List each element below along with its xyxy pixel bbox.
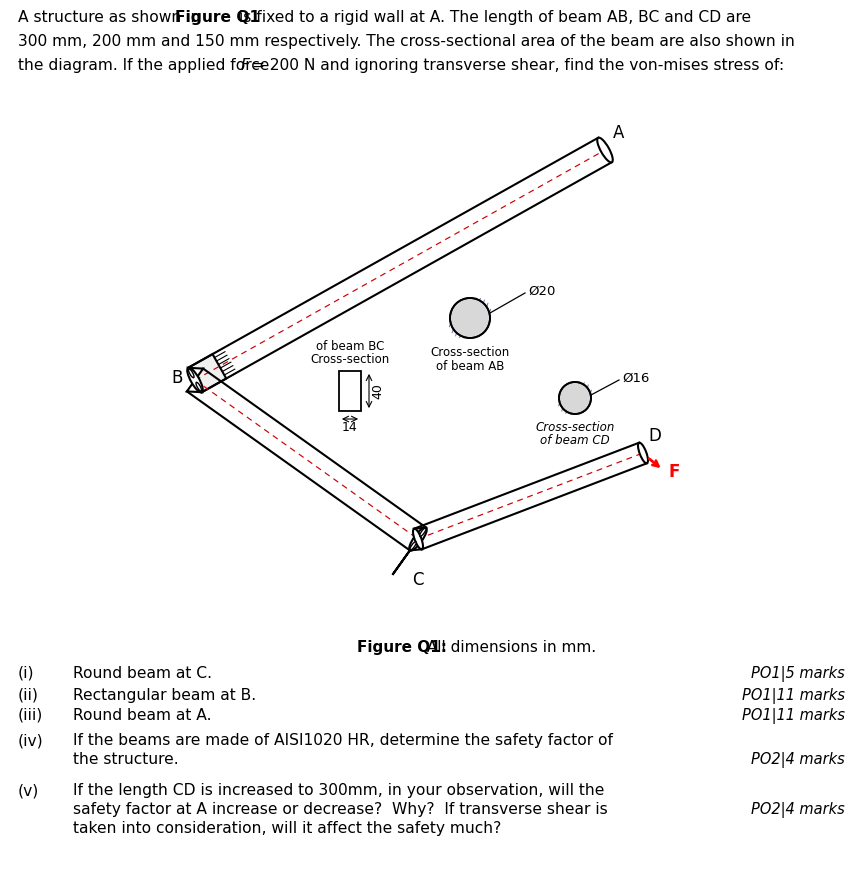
Text: Cross-section: Cross-section: [430, 346, 510, 359]
Ellipse shape: [187, 368, 203, 392]
Ellipse shape: [413, 528, 423, 550]
Text: the diagram. If the applied force: the diagram. If the applied force: [18, 58, 274, 73]
Text: of beam BC: of beam BC: [316, 340, 384, 353]
Text: (iii): (iii): [18, 708, 43, 723]
Ellipse shape: [420, 528, 426, 536]
Text: (i): (i): [18, 666, 35, 681]
Ellipse shape: [450, 298, 490, 338]
Text: Figure Q1: Figure Q1: [175, 10, 260, 25]
Text: C: C: [412, 571, 423, 589]
Polygon shape: [187, 368, 203, 392]
Text: If the length CD is increased to 300mm, in your observation, will the: If the length CD is increased to 300mm, …: [73, 783, 605, 798]
Text: PO1|11 marks: PO1|11 marks: [742, 688, 845, 704]
Text: If the beams are made of AISI1020 HR, determine the safety factor of: If the beams are made of AISI1020 HR, de…: [73, 733, 613, 748]
Ellipse shape: [597, 138, 613, 163]
Text: of beam CD: of beam CD: [540, 434, 610, 447]
Text: (v): (v): [18, 783, 39, 798]
Text: Cross-section: Cross-section: [536, 421, 614, 434]
Ellipse shape: [188, 369, 194, 377]
Polygon shape: [188, 354, 226, 392]
Text: Rectangular beam at B.: Rectangular beam at B.: [73, 688, 256, 703]
Text: safety factor at A increase or decrease?  Why?  If transverse shear is: safety factor at A increase or decrease?…: [73, 802, 607, 817]
Text: D: D: [648, 427, 661, 445]
Text: Round beam at C.: Round beam at C.: [73, 666, 212, 681]
Bar: [339, 371, 361, 411]
Text: the structure.: the structure.: [73, 752, 179, 767]
Text: 300 mm, 200 mm and 150 mm respectively. The cross-sectional area of the beam are: 300 mm, 200 mm and 150 mm respectively. …: [18, 34, 795, 49]
Text: = 200 N and ignoring transverse shear, find the von‑mises stress of:: = 200 N and ignoring transverse shear, f…: [247, 58, 785, 73]
Ellipse shape: [559, 382, 591, 414]
Text: of beam AB: of beam AB: [435, 360, 505, 373]
Text: Ø20: Ø20: [528, 284, 556, 297]
Polygon shape: [392, 527, 426, 575]
Ellipse shape: [410, 527, 427, 551]
Text: PO1|5 marks: PO1|5 marks: [752, 666, 845, 682]
Text: PO1|11 marks: PO1|11 marks: [742, 708, 845, 724]
Text: Cross-section: Cross-section: [310, 353, 390, 366]
Text: F: F: [668, 463, 679, 481]
Text: taken into consideration, will it affect the safety much?: taken into consideration, will it affect…: [73, 821, 501, 836]
Ellipse shape: [410, 542, 416, 550]
Text: Ø16: Ø16: [622, 371, 650, 385]
Text: (ii): (ii): [18, 688, 39, 703]
Text: F: F: [241, 58, 250, 73]
Text: Round beam at A.: Round beam at A.: [73, 708, 212, 723]
Text: PO2|4 marks: PO2|4 marks: [752, 752, 845, 768]
Text: A structure as shown in: A structure as shown in: [18, 10, 206, 25]
Text: is fixed to a rigid wall at A. The length of beam AB, BC and CD are: is fixed to a rigid wall at A. The lengt…: [234, 10, 752, 25]
Text: 14: 14: [342, 421, 358, 434]
Text: Figure Q1:: Figure Q1:: [357, 640, 447, 655]
Ellipse shape: [638, 442, 648, 464]
Text: All dimensions in mm.: All dimensions in mm.: [422, 640, 596, 655]
Text: B: B: [172, 369, 183, 387]
Text: 40: 40: [371, 383, 384, 399]
Text: A: A: [613, 124, 625, 142]
Text: PO2|4 marks: PO2|4 marks: [752, 802, 845, 818]
Text: (iv): (iv): [18, 733, 43, 748]
Ellipse shape: [196, 383, 201, 391]
Polygon shape: [410, 527, 426, 551]
